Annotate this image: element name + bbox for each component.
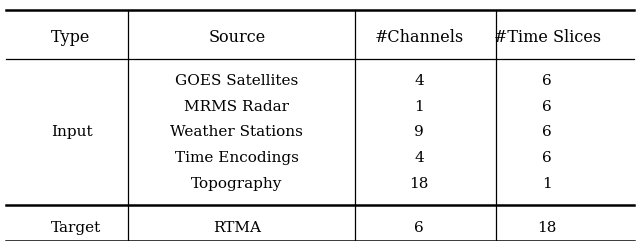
Text: MRMS Radar: MRMS Radar <box>184 100 289 114</box>
Text: Type: Type <box>51 29 91 46</box>
Text: 4: 4 <box>414 151 424 165</box>
Text: 1: 1 <box>414 100 424 114</box>
Text: 6: 6 <box>542 151 552 165</box>
Text: #Channels: #Channels <box>374 29 464 46</box>
Text: 18: 18 <box>410 177 429 191</box>
Text: 6: 6 <box>542 125 552 139</box>
Text: Target: Target <box>51 221 102 235</box>
Text: Time Encodings: Time Encodings <box>175 151 299 165</box>
Text: 18: 18 <box>538 221 557 235</box>
Text: 6: 6 <box>414 221 424 235</box>
Text: 1: 1 <box>542 177 552 191</box>
Text: #Time Slices: #Time Slices <box>493 29 601 46</box>
Text: Topography: Topography <box>191 177 282 191</box>
Text: Weather Stations: Weather Stations <box>170 125 303 139</box>
Text: Input: Input <box>51 125 93 139</box>
Text: RTMA: RTMA <box>212 221 261 235</box>
Text: GOES Satellites: GOES Satellites <box>175 74 298 88</box>
Text: 9: 9 <box>414 125 424 139</box>
Text: 6: 6 <box>542 74 552 88</box>
Text: 6: 6 <box>542 100 552 114</box>
Text: 4: 4 <box>414 74 424 88</box>
Text: Source: Source <box>208 29 266 46</box>
